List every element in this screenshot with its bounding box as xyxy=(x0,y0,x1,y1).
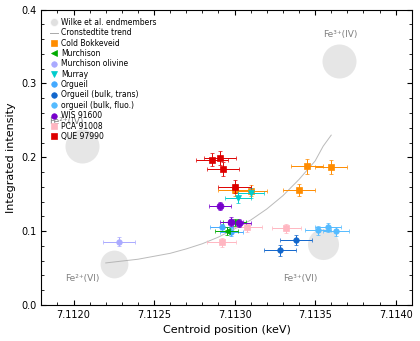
Text: Fe²⁺(IV): Fe²⁺(IV) xyxy=(50,117,84,126)
Legend: Wilke et al. endmembers, Cronstedtite trend, Cold Bokkeveid, Murchison, Murchiso: Wilke et al. endmembers, Cronstedtite tr… xyxy=(49,16,158,143)
Text: Fe³⁺(VI): Fe³⁺(VI) xyxy=(283,274,317,283)
Y-axis label: Integrated intensity: Integrated intensity xyxy=(5,102,16,212)
Text: Fe³⁺(IV): Fe³⁺(IV) xyxy=(323,30,357,39)
X-axis label: Centroid position (keV): Centroid position (keV) xyxy=(163,325,291,336)
Point xyxy=(78,144,85,149)
Point xyxy=(320,242,326,247)
Point xyxy=(110,262,117,267)
Point xyxy=(336,59,343,64)
Text: Fe²⁺(VI): Fe²⁺(VI) xyxy=(66,274,100,283)
